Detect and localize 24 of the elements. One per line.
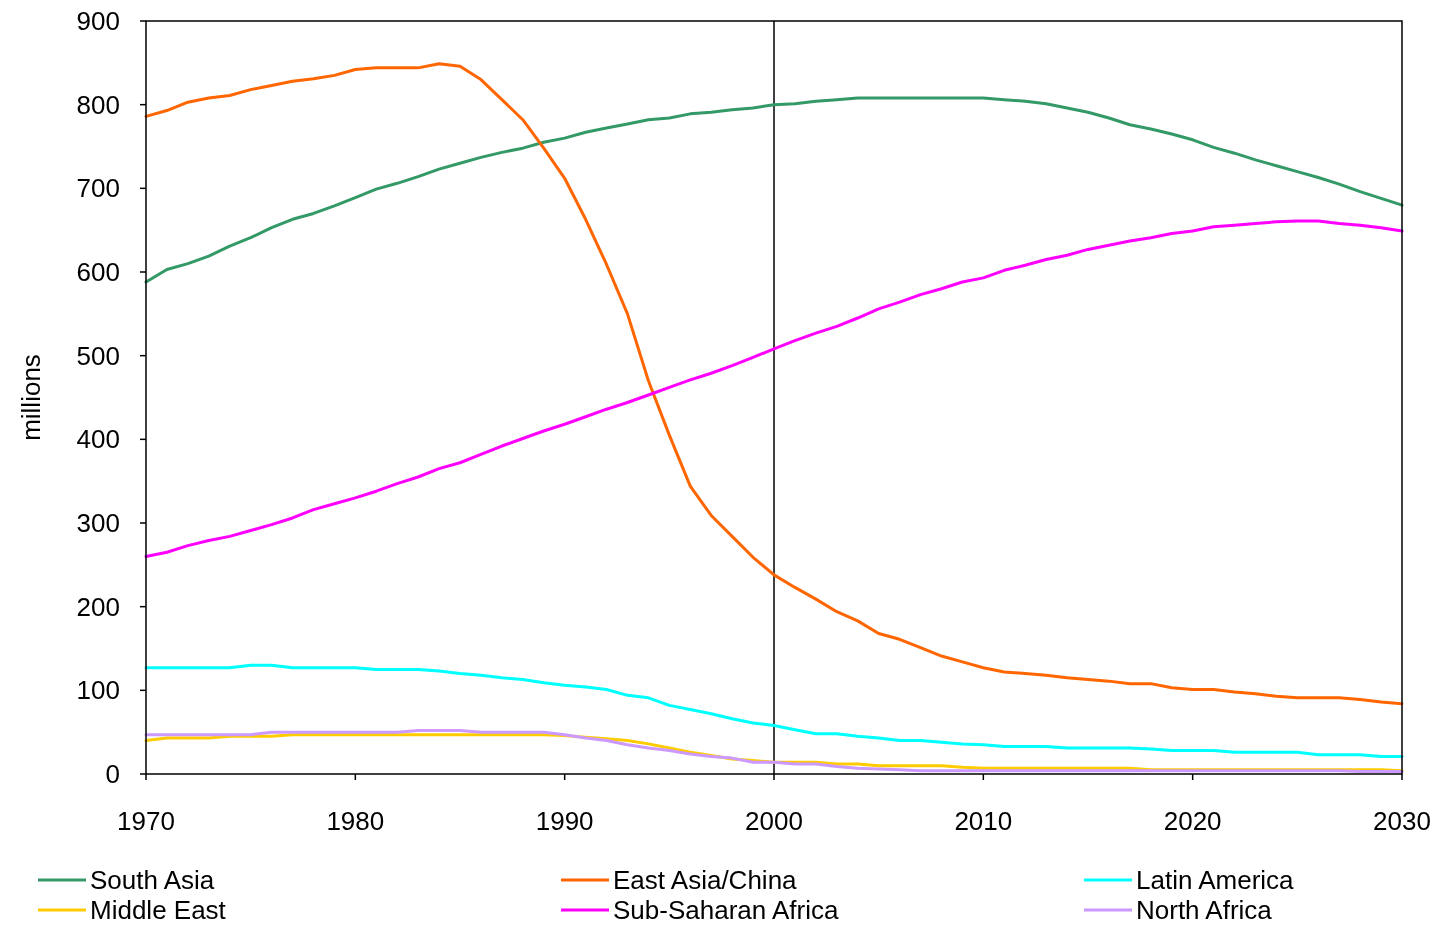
- legend-label: East Asia/China: [613, 865, 798, 896]
- y-tick-label: 700: [76, 173, 120, 204]
- y-tick-label: 400: [76, 424, 120, 455]
- x-tick-label: 2030: [1373, 806, 1431, 836]
- y-tick-label: 800: [76, 89, 120, 120]
- x-tick-label: 2010: [954, 806, 1013, 836]
- legend-label: Latin America: [1136, 865, 1295, 896]
- legend-label: Sub-Saharan Africa: [613, 895, 840, 926]
- legend-label: North Africa: [1136, 895, 1273, 926]
- y-tick-label: 900: [76, 6, 120, 37]
- x-tick-label: 1970: [117, 806, 175, 836]
- y-tick-label: 200: [76, 591, 120, 622]
- x-tick-label: 1990: [535, 806, 594, 836]
- x-tick-label: 2020: [1163, 806, 1222, 836]
- y-tick-label: 500: [76, 340, 120, 371]
- y-tick-label: 100: [76, 675, 120, 706]
- x-tick-label: 1980: [326, 806, 385, 836]
- y-tick-label: 300: [76, 508, 120, 539]
- y-tick-label: 0: [105, 759, 120, 790]
- x-tick-label: 2000: [745, 806, 803, 836]
- y-tick-label: 600: [76, 257, 120, 288]
- legend-label: Middle East: [90, 895, 227, 926]
- y-axis-title: millions: [16, 354, 46, 441]
- legend-label: South Asia: [90, 865, 215, 896]
